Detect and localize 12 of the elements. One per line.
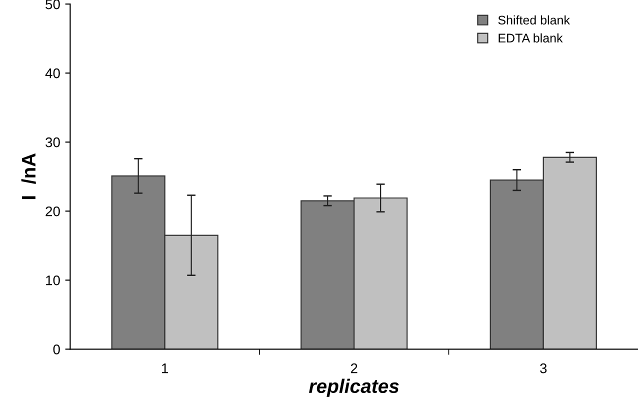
y-tick-label: 10 xyxy=(46,275,60,286)
x-tick-label: 2 xyxy=(350,363,358,374)
y-tick-label: 0 xyxy=(53,344,60,354)
legend-label: Shifted blank xyxy=(498,15,570,25)
x-axis-title: replicates xyxy=(309,378,399,397)
legend-label: EDTA blank xyxy=(498,33,563,43)
y-axis-title: I /nA xyxy=(21,153,36,200)
y-tick-label: 40 xyxy=(45,68,60,78)
x-tick-label: 3 xyxy=(540,363,547,374)
y-tick-label: 20 xyxy=(46,206,60,216)
x-tick-label: 1 xyxy=(162,364,168,374)
y-tick-label: 30 xyxy=(46,137,60,148)
